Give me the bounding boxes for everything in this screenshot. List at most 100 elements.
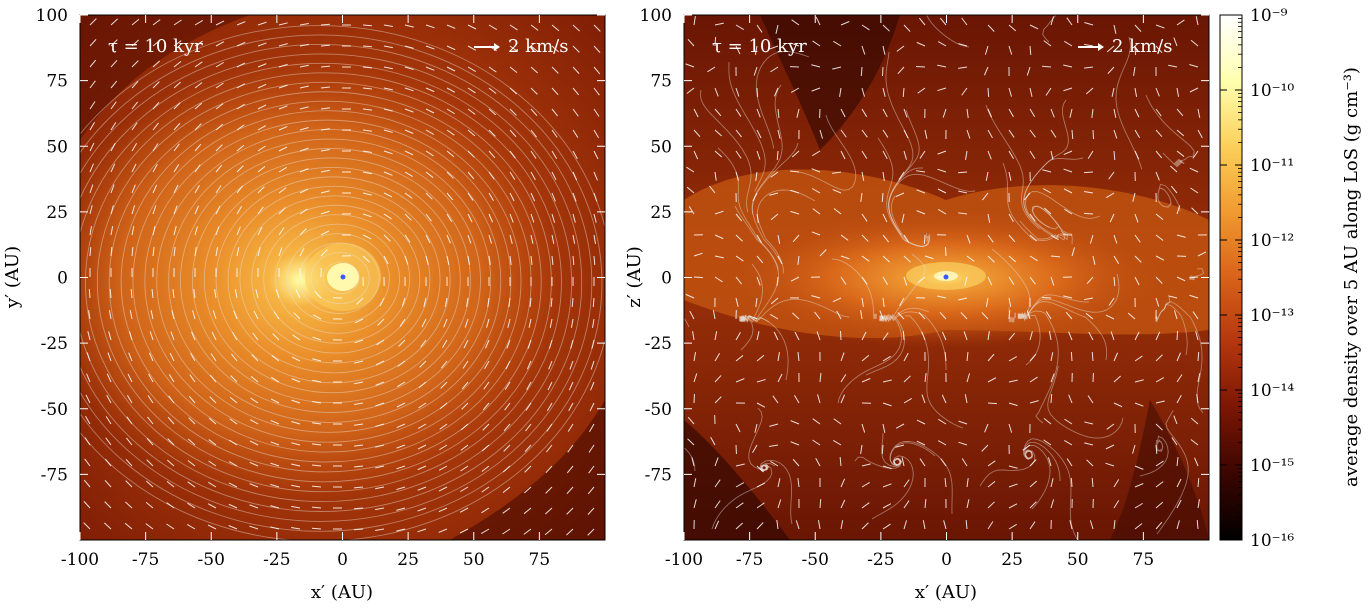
velocity-arrow (981, 312, 989, 320)
velocity-arrow (1155, 255, 1165, 261)
velocity-arrow (861, 150, 868, 159)
velocity-arrow (444, 297, 448, 307)
velocity-arrow (271, 376, 280, 383)
velocity-arrow (190, 352, 196, 362)
velocity-arrow (944, 351, 947, 362)
velocity-arrow (383, 87, 393, 91)
velocity-arrow (572, 66, 580, 74)
left-y-axis-label: y′ (AU) (2, 246, 23, 309)
velocity-arrow (966, 108, 969, 118)
velocity-arrow (756, 331, 760, 341)
velocity-arrow (987, 108, 993, 118)
velocity-arrow (446, 24, 456, 29)
velocity-arrow (173, 205, 178, 215)
velocity-arrow (1029, 213, 1036, 222)
velocity-arrow (921, 331, 926, 341)
velocity-arrow (194, 164, 201, 173)
velocity-arrow (592, 318, 595, 328)
colorbar-tick-label: 10⁻¹² (1250, 231, 1294, 251)
streamline (979, 449, 1036, 487)
velocity-arrow (551, 192, 556, 202)
velocity-arrow (861, 463, 871, 467)
velocity-arrow (1008, 297, 1012, 307)
velocity-arrow (797, 478, 800, 488)
velocity-arrow (1173, 37, 1178, 47)
streamline (1031, 205, 1073, 245)
velocity-arrow (1008, 129, 1015, 138)
velocity-arrow (356, 297, 364, 305)
velocity-arrow (509, 192, 515, 202)
velocity-arrow (987, 460, 996, 467)
velocity-arrow (1026, 310, 1031, 320)
velocity-arrow (504, 402, 511, 411)
streamline (734, 205, 780, 322)
velocity-arrow (1155, 354, 1163, 362)
velocity-arrow (488, 108, 497, 116)
velocity-arrow (85, 394, 91, 404)
velocity-arrow (1043, 40, 1052, 47)
velocity-arrow (131, 163, 137, 173)
velocity-arrow (593, 171, 598, 181)
velocity-arrow (215, 61, 224, 68)
streamline (227, 185, 441, 374)
velocity-arrow (987, 501, 995, 509)
velocity-arrow (459, 528, 469, 534)
velocity-arrow (1197, 108, 1201, 118)
velocity-arrow (108, 310, 112, 320)
velocity-arrow (1087, 395, 1094, 404)
velocity-arrow (1132, 444, 1136, 454)
colorbar-tick-label: 10⁻¹⁰ (1250, 81, 1294, 101)
velocity-arrow (145, 501, 154, 509)
velocity-arrow (811, 231, 821, 236)
velocity-arrow (228, 503, 238, 509)
velocity-arrow (271, 355, 280, 362)
velocity-arrow (89, 246, 92, 257)
velocity-arrow (488, 24, 498, 30)
streamline (871, 455, 914, 520)
colorbar-tick-label: 10⁻¹¹ (1250, 156, 1294, 176)
velocity-arrow (396, 486, 406, 491)
velocity-arrow (1029, 255, 1038, 262)
velocity-arrow (1127, 312, 1136, 320)
velocity-arrow (375, 486, 385, 490)
velocity-arrow (1063, 150, 1073, 156)
velocity-arrow (404, 45, 414, 49)
velocity-arrow (1113, 276, 1116, 286)
velocity-arrow (570, 318, 574, 328)
velocity-arrow (236, 41, 246, 47)
velocity-arrow (1029, 24, 1039, 30)
velocity-arrow (987, 480, 996, 488)
velocity-arrow (462, 360, 469, 369)
velocity-arrow (735, 355, 744, 362)
velocity-arrow (571, 297, 574, 307)
velocity-arrow (770, 460, 779, 467)
velocity-arrow (882, 523, 891, 530)
velocity-arrow (735, 108, 742, 117)
velocity-arrow (714, 375, 722, 383)
velocity-arrow (110, 184, 115, 194)
velocity-arrow (819, 129, 823, 139)
velocity-arrow (186, 524, 196, 530)
streamline (1157, 183, 1181, 212)
velocity-arrow (937, 295, 947, 299)
velocity-arrow (790, 210, 800, 215)
velocity-arrow (446, 255, 450, 265)
velocity-arrow (194, 82, 203, 89)
velocity-arrow (396, 423, 406, 428)
velocity-arrow (1042, 169, 1052, 173)
velocity-arrow (1071, 247, 1075, 257)
velocity-arrow (105, 416, 112, 425)
velocity-arrow (214, 289, 217, 299)
velocity-arrow (895, 444, 905, 448)
velocity-arrow (903, 234, 910, 243)
velocity-arrow (1091, 477, 1094, 488)
velocity-arrow (1155, 297, 1160, 307)
velocity-arrow (509, 129, 517, 138)
velocity-arrow (1008, 24, 1017, 32)
velocity-arrow (509, 87, 518, 95)
velocity-arrow (1133, 66, 1136, 76)
velocity-arrow (109, 288, 112, 299)
velocity-arrow (404, 129, 414, 134)
velocity-arrow (840, 129, 847, 138)
velocity-arrow (794, 331, 800, 341)
